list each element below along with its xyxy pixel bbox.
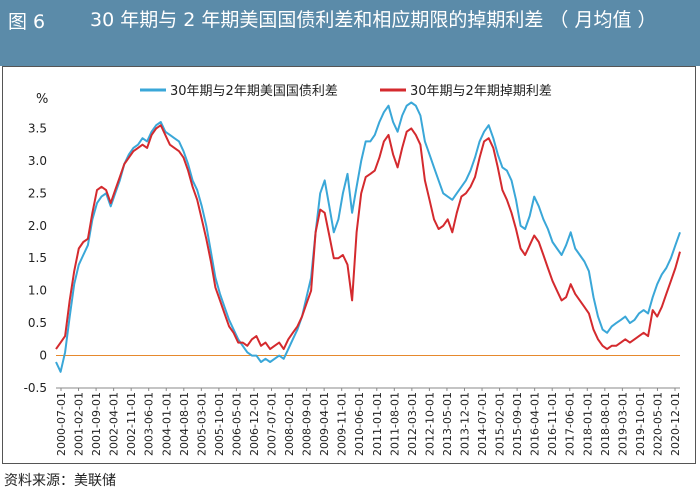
x-tick-label: 2013-05-01: [441, 392, 454, 456]
x-tick-label: 2003-06-01: [143, 392, 156, 456]
y-tick-label: 2.0: [28, 219, 47, 233]
y-tick-label: 0: [39, 349, 47, 363]
x-tick-label: 2018-01-01: [581, 392, 594, 456]
x-tick-label: 2011-01-01: [371, 392, 384, 456]
y-tick-label: 3.0: [28, 154, 47, 168]
x-tick-label: 2004-01-01: [160, 392, 173, 456]
x-tick-label: 2012-10-01: [423, 392, 436, 456]
x-tick-label: 2001-02-01: [73, 392, 86, 456]
y-tick-label: 0.5: [28, 316, 47, 330]
x-tick-label: 2009-04-01: [318, 392, 331, 456]
x-tick-label: 2016-11-01: [546, 392, 559, 456]
x-tick-label: 2013-12-01: [458, 392, 471, 456]
x-tick-label: 2020-12-01: [669, 392, 682, 456]
x-tick-label: 2010-06-01: [353, 392, 366, 456]
x-tick-label: 2019-03-01: [616, 392, 629, 456]
y-tick-label: 1.5: [28, 251, 47, 265]
chart-title: 30 年期与 2 年期美国国债利差和相应期限的掉期利差 （ 月均值 ）: [90, 9, 657, 31]
x-tick-label: 2019-10-01: [634, 392, 647, 456]
y-tick-label: 2.5: [28, 186, 47, 200]
x-tick-label: 2004-08-01: [178, 392, 191, 456]
legend-label-1: 30年期与2年期美国国债利差: [170, 84, 338, 99]
x-tick-label: 2002-04-01: [108, 392, 121, 456]
x-tick-label: 2016-04-01: [529, 392, 542, 456]
legend-label-2: 30年期与2年期掉期利差: [410, 84, 552, 99]
x-tick-label: 2011-08-01: [388, 392, 401, 456]
x-tick-label: 2015-02-01: [494, 392, 507, 456]
series-line-2: [55, 124, 681, 351]
source-note: 资料来源：美联储: [4, 473, 116, 489]
x-tick-label: 2014-07-01: [476, 392, 489, 456]
x-tick-label: 2001-09-01: [90, 392, 103, 456]
x-tick-label: 2008-09-01: [301, 392, 314, 456]
x-tick-label: 2002-11-01: [125, 392, 138, 456]
x-tick-label: 2008-02-01: [283, 392, 296, 456]
x-tick-label: 2017-06-01: [564, 392, 577, 456]
figure-number: 图 6: [8, 11, 46, 33]
y-tick-label: -0.5: [24, 381, 47, 395]
x-tick-label: 2006-05-01: [230, 392, 243, 456]
x-tick-label: 2005-10-01: [213, 392, 226, 456]
x-tick-label: 2007-07-01: [266, 392, 279, 456]
chart-frame: [2, 66, 696, 464]
x-tick-label: 2012-03-01: [406, 392, 419, 456]
y-tick-label: 1.0: [28, 284, 47, 298]
x-tick-label: 2015-09-01: [511, 392, 524, 456]
x-tick-label: 2018-08-01: [599, 392, 612, 456]
y-axis-unit: %: [36, 92, 48, 107]
figure-header: 图 6 30 年期与 2 年期美国国债利差和相应期限的掉期利差 （ 月均值 ）: [0, 0, 700, 66]
series-line-1: [55, 101, 681, 373]
x-tick-label: 2006-12-01: [248, 392, 261, 456]
x-tick-label: 2009-11-01: [336, 392, 349, 456]
x-tick-label: 2005-03-01: [195, 392, 208, 456]
y-tick-label: 3.5: [28, 121, 47, 135]
x-tick-label: 2000-07-01: [55, 392, 68, 456]
x-tick-label: 2020-05-01: [651, 392, 664, 456]
